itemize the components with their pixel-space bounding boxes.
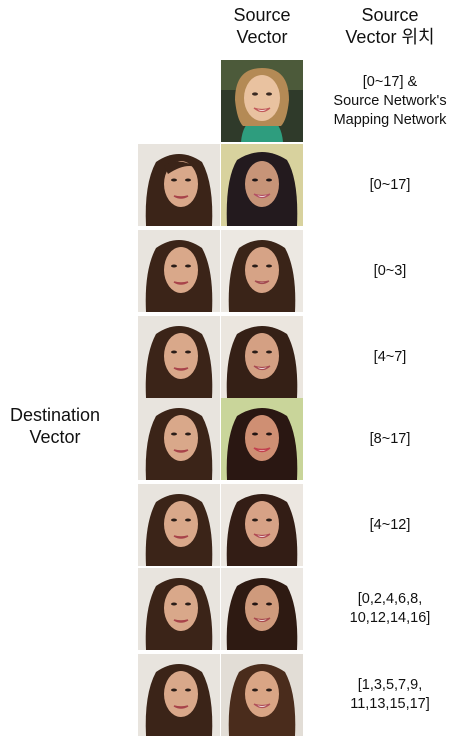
result-face-image xyxy=(221,144,303,226)
position-label-row-5: [4~12] xyxy=(320,484,460,566)
destination-face-image xyxy=(138,398,220,480)
destination-vector-label-line2: Vector xyxy=(29,427,81,447)
position-label-row-6: [0,2,4,6,8, 10,12,14,16] xyxy=(320,568,460,650)
source-face-image xyxy=(221,60,303,142)
position-header-line1: Source xyxy=(361,5,419,25)
position-label-line: Mapping Network xyxy=(333,111,447,128)
source-vector-header-line1: Source xyxy=(233,5,291,25)
destination-vector-label-line1: Destination xyxy=(9,405,101,425)
result-face-image xyxy=(221,654,303,736)
destination-face-image xyxy=(138,654,220,736)
position-label-line: [0~17] & xyxy=(362,73,418,90)
destination-face-image xyxy=(138,568,220,650)
position-label-row-0: [0~17] & Source Network's Mapping Networ… xyxy=(320,60,460,142)
result-face-image xyxy=(221,568,303,650)
position-label-line: [4~12] xyxy=(369,516,411,533)
destination-face-image xyxy=(138,484,220,566)
position-label-line: [4~7] xyxy=(373,348,407,365)
destination-face-image xyxy=(138,230,220,312)
position-label-line: [0~17] xyxy=(369,176,411,193)
position-label-line: 11,13,15,17] xyxy=(350,696,430,712)
position-label-line: Source Network's xyxy=(333,92,447,109)
position-label-line: 10,12,14,16] xyxy=(349,610,431,626)
position-label-line: [8~17] xyxy=(369,430,411,447)
position-label-line: [0,2,4,6,8, xyxy=(357,591,423,607)
result-face-image xyxy=(221,316,303,398)
position-label-line: [1,3,5,7,9, xyxy=(357,677,423,693)
destination-face-image xyxy=(138,144,220,226)
position-header-line2: Vector 위치 xyxy=(345,27,435,47)
destination-vector-label: Destination Vector xyxy=(0,404,110,448)
result-face-image xyxy=(221,398,303,480)
position-label-line: [0~3] xyxy=(373,262,407,279)
position-label-row-3: [4~7] xyxy=(320,316,460,398)
position-label-row-4: [8~17] xyxy=(320,398,460,480)
source-vector-position-header: Source Vector 위치 xyxy=(320,4,460,48)
position-label-row-7: [1,3,5,7,9, 11,13,15,17] xyxy=(320,654,460,736)
result-face-image xyxy=(221,484,303,566)
result-face-image xyxy=(221,230,303,312)
source-vector-header-line2: Vector xyxy=(236,27,288,47)
source-vector-header: Source Vector xyxy=(216,4,308,48)
position-label-row-2: [0~3] xyxy=(320,230,460,312)
position-label-row-1: [0~17] xyxy=(320,144,460,226)
destination-face-image xyxy=(138,316,220,398)
